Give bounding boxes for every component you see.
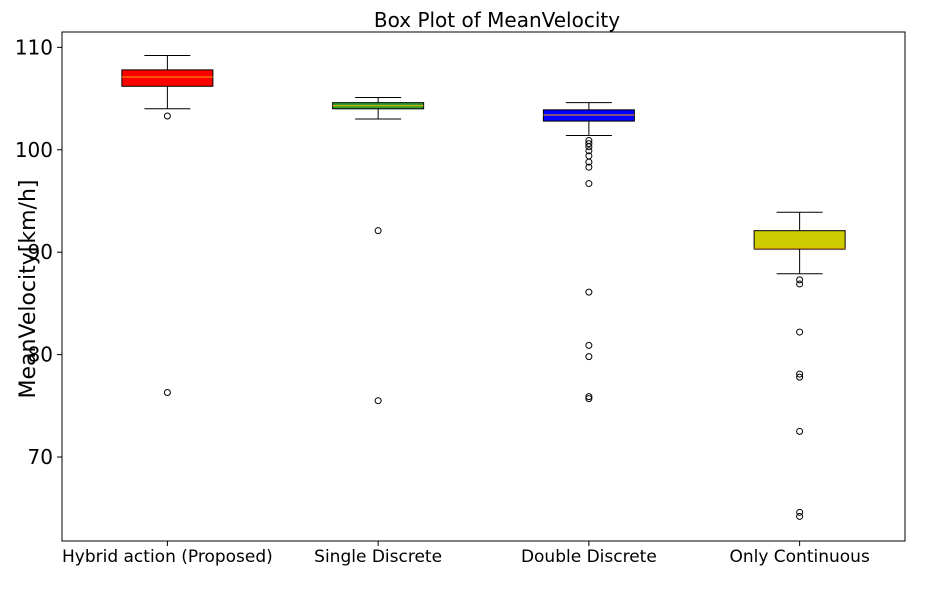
box-group-2	[542, 102, 635, 403]
box-series-group	[121, 55, 846, 520]
box-group-3	[753, 211, 846, 520]
x-tick-label: Hybrid action (Proposed)	[62, 547, 273, 567]
outlier-point	[585, 158, 593, 166]
iqr-box	[753, 230, 846, 250]
iqr-box	[542, 109, 635, 122]
outlier-point	[796, 280, 804, 288]
outlier-point	[585, 147, 593, 155]
y-axis: 70 80 90 100 110	[15, 35, 62, 469]
outlier-point	[585, 393, 593, 401]
outlier-point	[796, 328, 804, 336]
outlier-point	[585, 180, 593, 188]
plot-area	[61, 31, 906, 542]
x-tick-label: Single Discrete	[314, 547, 442, 567]
outlier-point	[585, 353, 593, 361]
outlier-point	[796, 427, 804, 435]
iqr-box	[121, 69, 214, 87]
outlier-point	[585, 341, 593, 349]
outlier-point	[374, 397, 382, 405]
y-axis-label: MeanVelocity[km/h]	[16, 180, 41, 399]
outlier-point	[163, 388, 171, 396]
outlier-point	[796, 512, 804, 520]
x-axis: Hybrid action (Proposed) Single Discrete D…	[62, 541, 870, 567]
outlier-point	[374, 227, 382, 235]
outlier-point	[796, 276, 804, 284]
outlier-point	[585, 163, 593, 171]
box-group-0	[121, 55, 214, 396]
outlier-point	[796, 373, 804, 381]
x-tick-label: Double Discrete	[521, 547, 657, 567]
outlier-point	[585, 140, 593, 148]
y-tick-label: 110	[15, 35, 53, 59]
chart-title: Box Plot of MeanVelocity	[374, 8, 620, 32]
y-tick-label: 80	[28, 343, 53, 367]
outlier-point	[585, 143, 593, 151]
outlier-point	[585, 395, 593, 403]
x-tick-label: Only Continuous	[729, 547, 870, 567]
outlier-point	[796, 508, 804, 516]
y-tick-label: 90	[28, 240, 53, 264]
box-group-1	[332, 97, 425, 405]
outlier-point	[585, 288, 593, 296]
y-tick-label: 70	[28, 445, 53, 469]
y-tick-label: 100	[15, 138, 53, 162]
outlier-point	[163, 112, 171, 120]
outlier-point	[796, 370, 804, 378]
